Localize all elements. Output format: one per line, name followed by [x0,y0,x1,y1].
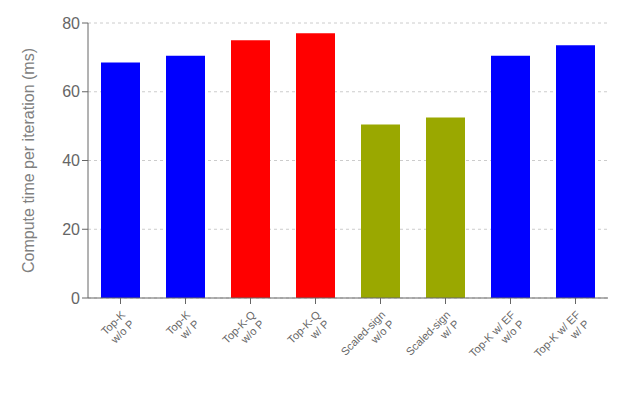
svg-text:Compute time per iteration (ms: Compute time per iteration (ms) [20,48,37,273]
svg-text:Top-K-Qw/ P: Top-K-Qw/ P [285,308,332,355]
svg-text:80: 80 [62,15,80,32]
svg-text:40: 40 [62,152,80,169]
svg-text:Top-K w/ EFw/ P: Top-K w/ EFw/ P [532,308,592,368]
svg-text:20: 20 [62,221,80,238]
svg-text:Top-K w/ EFw/o P: Top-K w/ EFw/o P [467,308,527,368]
svg-text:0: 0 [71,290,80,307]
svg-text:Scaled-signw/o P: Scaled-signw/o P [338,308,396,366]
svg-text:Top-Kw/o P: Top-Kw/o P [99,308,137,346]
svg-text:60: 60 [62,83,80,100]
svg-text:Scaled-signw/ P: Scaled-signw/ P [403,308,461,366]
svg-text:Top-K-Qw/o P: Top-K-Qw/o P [220,308,267,355]
svg-text:Top-Kw/ P: Top-Kw/ P [164,308,202,346]
